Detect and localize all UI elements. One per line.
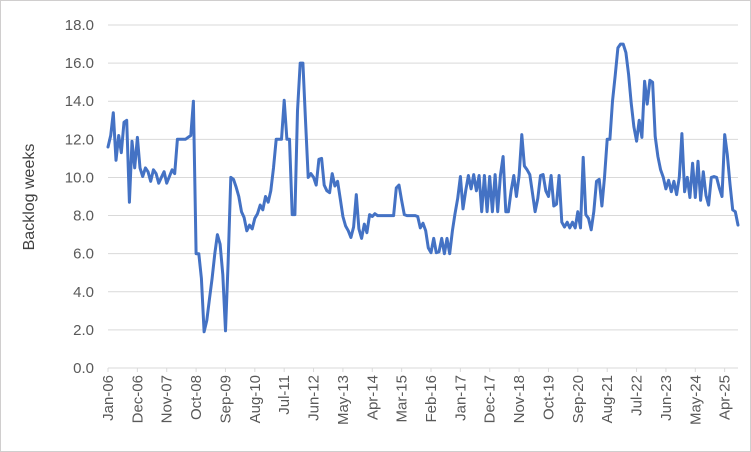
y-tick-label: 10.0 [65,169,94,186]
x-tick-label: Apr-14 [364,375,381,420]
y-tick-label: 6.0 [73,246,94,263]
backlog-series-line [106,42,740,334]
y-tick-label: 16.0 [65,55,94,72]
y-tick-label: 0.0 [73,360,94,377]
x-tick-label: May-24 [687,375,704,425]
y-axis-title: Backlog weeks [21,144,38,251]
x-tick-label: Sep-20 [570,375,587,423]
x-tick-label: Jun-23 [658,375,675,421]
x-tick-label: Nov-18 [511,375,528,423]
x-tick-label: Aug-10 [247,375,264,423]
x-tick-label: Dec-17 [482,375,499,423]
y-tick-label: 8.0 [73,208,94,225]
x-tick-label: Jul-11 [276,375,293,415]
x-tick-label: Jan-17 [452,375,469,421]
y-tick-label: 14.0 [65,93,94,110]
x-axis [107,367,738,372]
y-axis-tick-labels: 0.0 2.0 4.0 6.0 8.0 10.0 12.0 14.0 16.0 18.0 [65,17,94,377]
x-tick-label: Sep-09 [217,375,234,423]
x-tick-label: Dec-06 [129,375,146,423]
x-tick-label: Jun-12 [306,375,323,421]
x-axis-tick-labels: Jan-06 Dec-06 Nov-07 Oct-08 Sep-09 Aug-10 Jul-… [100,375,734,425]
x-tick-label: Mar-15 [394,375,411,423]
x-tick-label: Aug-21 [599,375,616,423]
x-tick-label: Feb-16 [423,375,440,423]
y-tick-label: 4.0 [73,284,94,301]
y-tick-label: 12.0 [65,131,94,148]
x-tick-label: Nov-07 [159,375,176,423]
y-tick-label: 18.0 [65,17,94,34]
x-tick-label: Jul-22 [629,375,646,416]
x-tick-label: Oct-08 [188,375,205,420]
x-tick-label: May-13 [335,375,352,425]
x-tick-label: Apr-25 [717,375,734,420]
horizontal-gridlines [108,24,738,369]
x-tick-label: Oct-19 [540,375,557,420]
x-tick-label: Jan-06 [100,375,117,421]
y-tick-label: 2.0 [73,322,94,339]
